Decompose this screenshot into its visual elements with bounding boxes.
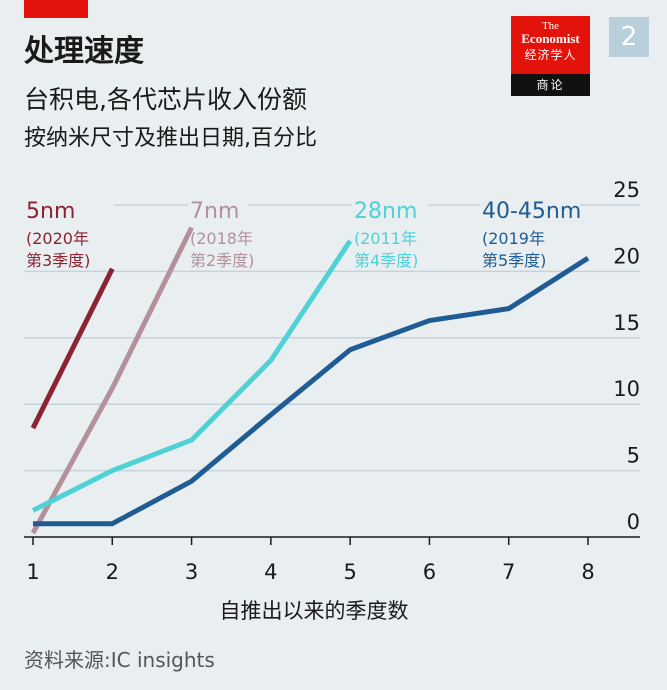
x-tick-label: 8 (581, 560, 594, 584)
x-tick-label: 2 (106, 560, 119, 584)
source-note: 资料来源:IC insights (24, 644, 215, 673)
series-quarter-label: 第4季度) (354, 251, 418, 270)
series-date-label: (2018年 (190, 229, 253, 248)
series-name-label: 28nm (354, 199, 417, 224)
x-axis: 1 2 3 4 5 6 7 8 (24, 537, 640, 584)
y-tick-label: 25 (613, 178, 640, 202)
y-tick-label: 10 (613, 377, 640, 401)
grid-lines (24, 205, 640, 471)
series-date-label: (2011年 (354, 229, 417, 248)
y-tick-labels: 0 5 10 15 20 25 (613, 178, 640, 534)
series-quarter-label: 第3季度) (26, 251, 90, 270)
x-tick-label: 6 (423, 560, 436, 584)
x-tick-label: 1 (26, 560, 39, 584)
series-quarter-label: 第2季度) (190, 251, 254, 270)
x-tick-label: 4 (264, 560, 277, 584)
x-tick-label: 5 (343, 560, 356, 584)
y-tick-label: 5 (627, 444, 640, 468)
series-name-label: 5nm (26, 199, 75, 224)
y-tick-label: 20 (613, 244, 640, 268)
series-date-label: (2019年 (482, 229, 545, 248)
series-name-label: 7nm (190, 199, 239, 224)
y-tick-label: 15 (613, 311, 640, 335)
series-name-label: 40-45nm (482, 199, 581, 224)
x-axis-title: 自推出以来的季度数 (220, 599, 409, 623)
series-date-label: (2020年 (26, 229, 89, 248)
x-tick-label: 3 (185, 560, 198, 584)
series-quarter-label: 第5季度) (482, 251, 546, 270)
x-tick-label: 7 (502, 560, 515, 584)
series-lines (33, 228, 588, 533)
y-tick-label: 0 (627, 510, 640, 534)
